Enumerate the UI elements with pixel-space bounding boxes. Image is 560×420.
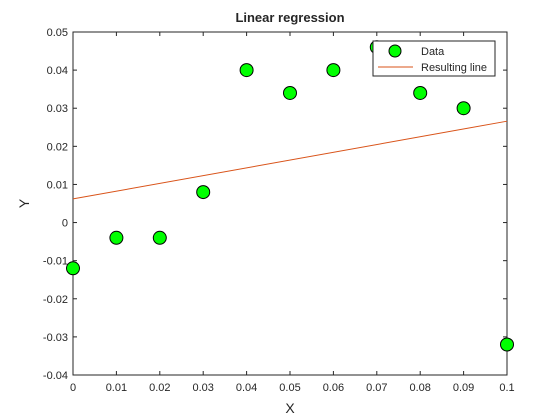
x-tick-label: 0.09 (453, 382, 474, 394)
data-point (283, 85, 297, 100)
x-tick-label: 0.05 (279, 382, 300, 394)
x-tick-label: 0.08 (409, 382, 430, 394)
y-tick-label: -0.03 (43, 332, 68, 344)
y-axis: -0.04 -0.03 -0.02 -0.01 0 0.01 0.02 0.03 0.04 0.0… (43, 27, 507, 382)
y-axis-label: Y (16, 198, 32, 208)
chart-title: Linear regression (235, 10, 344, 25)
x-tick-label: 0.04 (236, 382, 257, 394)
regression-line (72, 120, 508, 200)
legend-label-data: Data (421, 46, 445, 58)
y-tick-label: 0.03 (47, 103, 68, 115)
data-point (239, 63, 254, 78)
x-axis-label: X (285, 400, 295, 416)
data-point (152, 230, 167, 245)
y-tick-label: -0.01 (43, 256, 68, 268)
x-tick-label: 0.01 (106, 382, 127, 394)
x-tick-label: 0 (70, 382, 76, 394)
legend: Data Resulting line (372, 40, 496, 77)
legend-label-line: Resulting line (421, 62, 487, 74)
y-tick-label: -0.02 (43, 294, 68, 306)
x-tick-label: 0.06 (323, 382, 344, 394)
y-tick-label: 0.02 (47, 141, 68, 153)
series-layer (66, 40, 514, 352)
data-point (196, 185, 211, 200)
data-point (326, 63, 341, 78)
y-tick-label: -0.04 (43, 370, 68, 382)
x-axis: 0 0.01 0.02 0.03 0.04 0.05 0.06 0.07 0.08 0.09 0.1 (70, 32, 515, 394)
data-point (413, 85, 428, 100)
y-tick-label: 0.04 (47, 65, 68, 77)
plot-area (72, 31, 508, 376)
x-tick-label: 0.03 (192, 382, 213, 394)
y-tick-label: 0 (62, 218, 68, 230)
x-tick-label: 0.02 (149, 382, 170, 394)
data-point (66, 261, 80, 276)
data-point (109, 230, 124, 245)
y-tick-label: 0.01 (47, 179, 68, 191)
data-point (500, 337, 514, 352)
x-tick-label: 0.1 (499, 382, 514, 394)
y-tick-label: 0.05 (47, 27, 68, 39)
data-point (456, 101, 471, 116)
x-tick-label: 0.07 (366, 382, 387, 394)
legend-marker-data (388, 44, 402, 58)
